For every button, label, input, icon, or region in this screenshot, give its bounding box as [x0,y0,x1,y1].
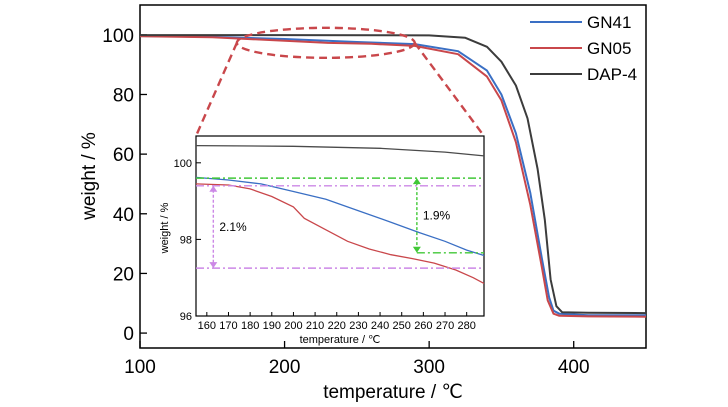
inset-y-axis-label: weight / % [159,202,171,254]
inset-x-tick-label: 230 [349,320,367,332]
main-x-tick-label: 300 [413,357,445,378]
zoom-connector-left [194,42,238,137]
inset-x-axis-label: temperature / ℃ [300,334,381,346]
main-series-line-gn41 [139,35,646,317]
main-series-line-gn05 [139,35,647,318]
inset-chart: 96 98 100 160 170 180 190 200 210 220 230 240 250 26… [159,135,485,346]
inset-annotation-label-2-1: 2.1% [219,220,247,234]
inset-plot-frame [195,135,485,317]
inset-annotations: 2.1% 1.9% [196,177,484,269]
main-y-axis-label: weight / % [79,132,100,221]
inset-arrow-head-top-1-9 [412,178,421,185]
main-x-tick-label: 200 [269,357,301,378]
inset-series-line-gn41 [195,176,485,257]
inset-y-axis: 96 98 100 [174,158,201,323]
inset-y-tick-label: 100 [174,158,192,170]
inset-x-tick-label: 220 [328,320,346,332]
main-chart: 0 20 40 60 80 100 100 200 300 400 weight / % tem… [79,4,647,403]
zoom-connector-right [413,42,485,137]
inset-background [196,136,484,316]
main-x-axis: 100 200 300 400 [124,341,590,378]
zoom-annotation [194,26,485,137]
main-y-tick-label: 60 [113,145,134,166]
inset-x-axis: 160 170 180 190 200 210 220 230 240 250 260 270 280 [198,312,476,332]
inset-x-tick-label: 160 [198,320,216,332]
inset-x-tick-label: 210 [306,320,324,332]
main-x-axis-label: temperature / ℃ [323,382,463,403]
inset-series-line-dap-4 [195,144,485,157]
main-y-tick-label: 40 [113,205,134,226]
inset-arrow-head-bottom-1-9 [412,246,421,253]
inset-x-tick-label: 240 [371,320,389,332]
legend: GN41 GN05 DAP-4 [530,13,637,84]
main-y-tick-label: 0 [123,324,134,345]
main-y-axis: 0 20 40 60 80 100 [102,26,147,345]
inset-arrow-head-top-2-1 [209,185,218,192]
inset-annotation-label-1-9: 1.9% [423,208,451,222]
main-x-tick-label: 100 [124,357,156,378]
inset-y-tick-label: 96 [180,311,192,323]
inset-x-tick-label: 260 [414,320,432,332]
inset-x-tick-label: 280 [457,320,475,332]
inset-x-tick-label: 250 [393,320,411,332]
inset-x-tick-label: 270 [436,320,454,332]
inset-x-tick-label: 190 [263,320,281,332]
main-y-tick-label: 80 [113,85,134,106]
inset-x-tick-label: 170 [219,320,237,332]
main-x-tick-label: 400 [558,357,590,378]
main-y-tick-label: 100 [102,26,134,47]
inset-arrow-head-bottom-2-1 [209,262,218,269]
main-y-tick-label: 20 [113,264,134,285]
legend-label-gn41: GN41 [587,13,631,32]
inset-x-tick-label: 200 [284,320,302,332]
main-plot-frame [139,4,647,349]
legend-label-dap4: DAP-4 [587,65,637,84]
main-series-line-dap-4 [140,34,647,315]
inset-x-tick-label: 180 [241,320,259,332]
inset-y-tick-label: 98 [180,234,192,246]
legend-label-gn05: GN05 [587,39,631,58]
main-series-group [139,34,647,318]
